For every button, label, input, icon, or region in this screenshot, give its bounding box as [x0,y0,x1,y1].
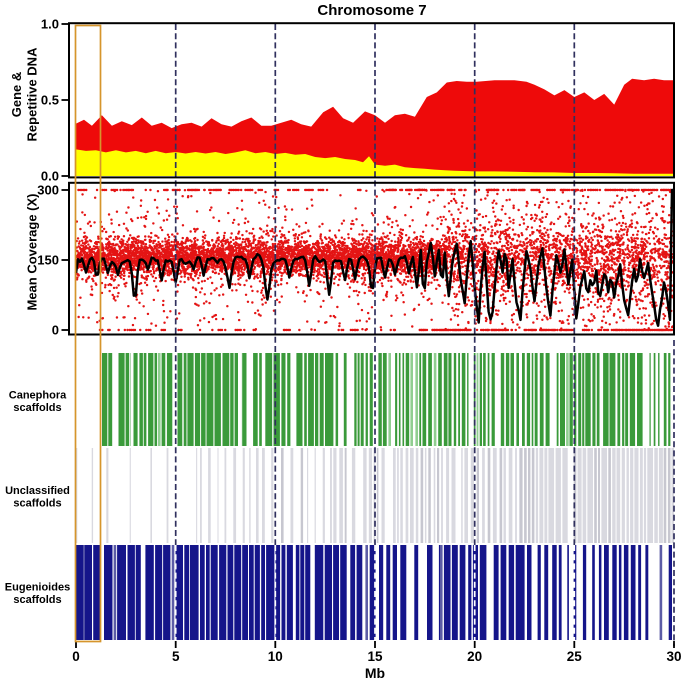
svg-text:150: 150 [37,253,59,268]
svg-text:Gene &: Gene & [9,72,24,118]
svg-text:Chromosome 7: Chromosome 7 [317,2,426,19]
svg-text:scaffolds: scaffolds [13,498,61,510]
svg-text:scaffolds: scaffolds [13,402,61,414]
svg-text:Canephora: Canephora [9,390,67,402]
svg-text:30: 30 [666,649,681,664]
svg-text:10: 10 [268,649,283,664]
svg-text:Mean Coverage (X): Mean Coverage (X) [25,193,40,310]
svg-text:25: 25 [567,649,583,664]
svg-text:0: 0 [52,323,59,338]
svg-text:5: 5 [172,649,180,664]
svg-text:0.0: 0.0 [41,169,59,184]
svg-text:Repetitive DNA: Repetitive DNA [25,47,40,142]
svg-text:1.0: 1.0 [41,17,59,32]
svg-text:20: 20 [467,649,482,664]
svg-text:0: 0 [72,649,80,664]
svg-text:Mb: Mb [365,665,385,681]
svg-text:Unclassified: Unclassified [5,485,70,497]
svg-text:scaffolds: scaffolds [13,594,61,606]
svg-text:15: 15 [367,649,383,664]
svg-text:300: 300 [37,183,59,198]
svg-text:0.5: 0.5 [41,93,59,108]
svg-text:Eugenioides: Eugenioides [5,582,70,594]
